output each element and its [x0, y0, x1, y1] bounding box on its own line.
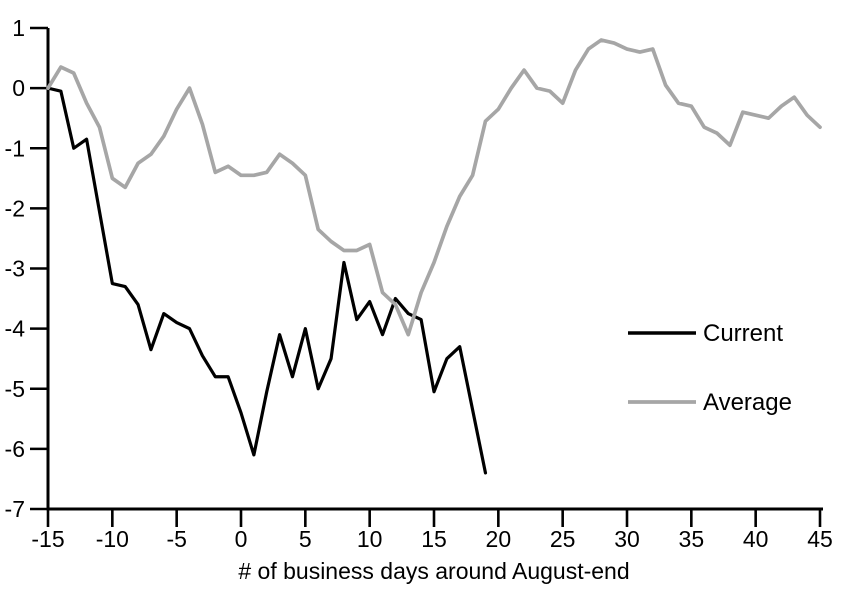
x-axis-tick-label: 10 — [357, 526, 383, 552]
y-axis-tick-label: 0 — [12, 75, 25, 101]
x-axis-tick-label: 40 — [743, 526, 769, 552]
x-axis-title: # of business days around August-end — [238, 558, 629, 584]
x-axis-tick-label: 35 — [679, 526, 705, 552]
x-axis-tick-label: -10 — [96, 526, 129, 552]
x-axis-tick-label: 15 — [421, 526, 447, 552]
y-axis-tick-label: -4 — [5, 316, 26, 342]
y-axis-tick-label: -5 — [5, 376, 25, 402]
current-series-line — [46, 86, 488, 475]
x-axis-tick-label: 45 — [807, 526, 833, 552]
x-axis-tick-label: -5 — [166, 526, 186, 552]
x-axis-tick-label: 30 — [614, 526, 640, 552]
y-axis-tick-label: -3 — [5, 256, 25, 282]
legend-label-current: Current — [703, 320, 783, 347]
y-axis-tick-label: 1 — [12, 15, 25, 41]
y-axis-tick-label: -2 — [5, 195, 25, 221]
y-axis-tick-label: -7 — [5, 496, 25, 522]
axes: 10-1-2-3-4-5-6-7-15 -10 -5 0 5 10 15 20 25 30 35 40… — [5, 15, 833, 552]
series-lines — [46, 38, 822, 475]
x-axis-tick-label: 25 — [550, 526, 576, 552]
x-axis-tick-label: -15 — [31, 526, 64, 552]
x-axis-tick-label: 20 — [486, 526, 512, 552]
legend-label-average: Average — [703, 389, 792, 416]
x-axis-tick-label: 5 — [299, 526, 312, 552]
legend: Current Average — [628, 320, 792, 416]
y-axis-tick-label: -6 — [5, 436, 25, 462]
average-series-line — [46, 38, 822, 337]
y-axis-tick-label: -1 — [5, 135, 25, 161]
x-axis-tick-label: 0 — [235, 526, 248, 552]
